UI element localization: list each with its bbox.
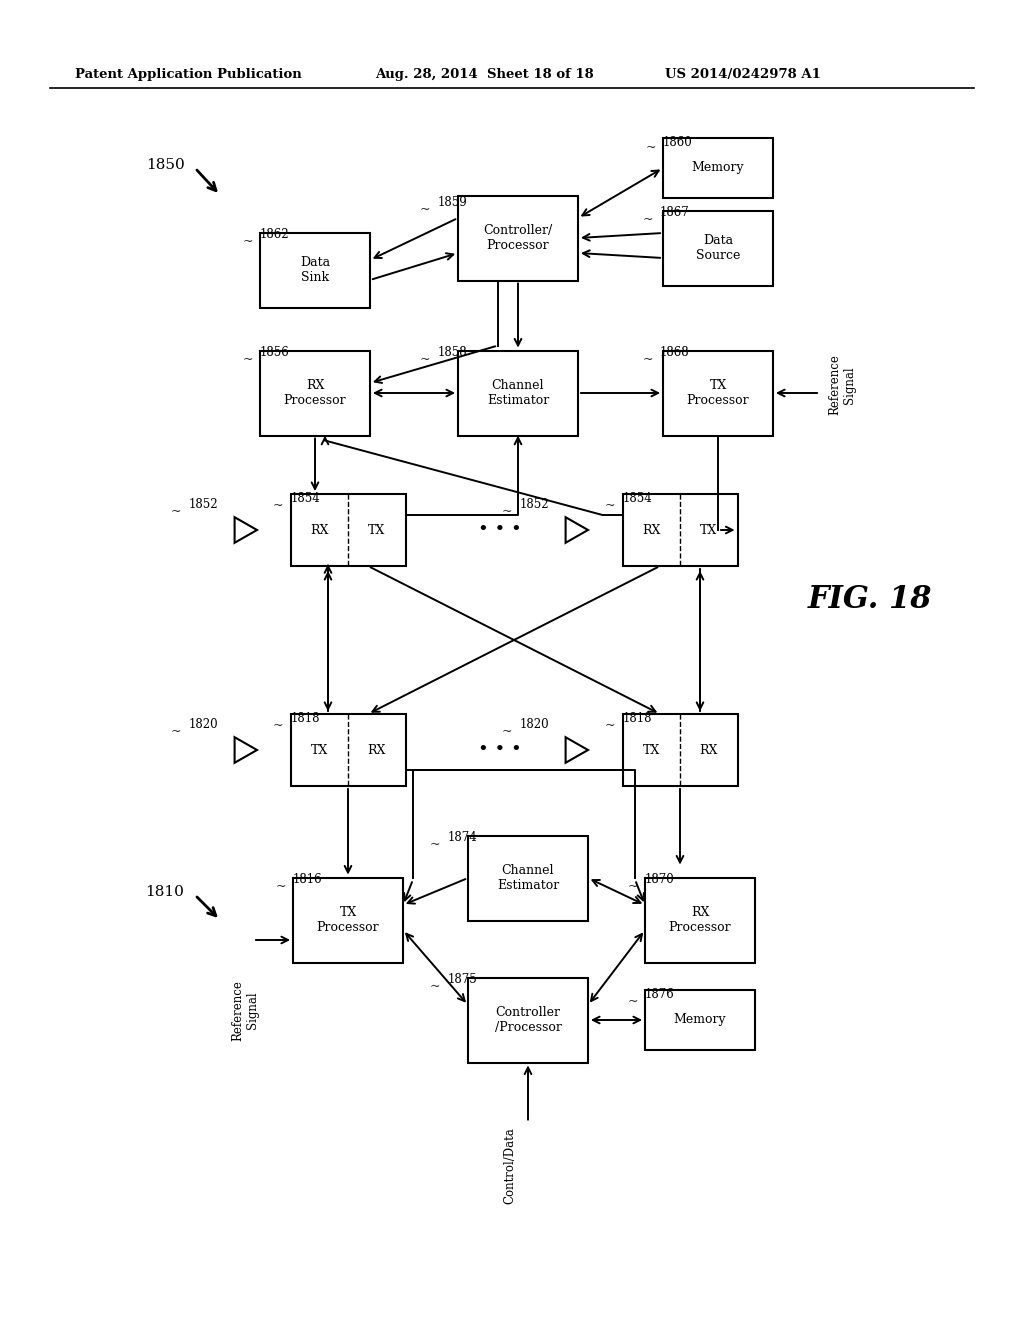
Text: Data
Source: Data Source	[696, 234, 740, 261]
Text: TX
Processor: TX Processor	[316, 906, 379, 935]
Text: RX: RX	[699, 743, 718, 756]
Text: 1810: 1810	[145, 884, 184, 899]
Text: 1870: 1870	[645, 873, 675, 886]
Text: 1820: 1820	[520, 718, 550, 731]
Text: 1854: 1854	[291, 492, 321, 506]
Bar	[291, 494, 406, 566]
Bar	[623, 714, 737, 785]
Text: 1862: 1862	[260, 228, 290, 242]
Text: 1860: 1860	[663, 136, 693, 149]
Text: 1875: 1875	[449, 973, 478, 986]
Text: TX: TX	[310, 743, 328, 756]
Text: Data
Sink: Data Sink	[300, 256, 330, 284]
Text: ~: ~	[642, 214, 653, 227]
Text: ~: ~	[420, 203, 430, 216]
Text: TX
Processor: TX Processor	[687, 379, 750, 407]
Text: • • •: • • •	[478, 741, 522, 759]
Text: ~: ~	[502, 726, 512, 738]
Text: ~: ~	[171, 726, 181, 738]
Text: Aug. 28, 2014  Sheet 18 of 18: Aug. 28, 2014 Sheet 18 of 18	[375, 69, 594, 81]
Text: 1852: 1852	[189, 498, 219, 511]
Text: Control/Data: Control/Data	[504, 1127, 516, 1204]
Text: Controller
/Processor: Controller /Processor	[495, 1006, 561, 1034]
Text: Memory: Memory	[674, 1014, 726, 1027]
Text: ~: ~	[420, 354, 430, 367]
Text: ~: ~	[272, 719, 283, 733]
Text: ~: ~	[604, 719, 615, 733]
Text: 1854: 1854	[623, 492, 652, 506]
Text: RX
Processor: RX Processor	[669, 906, 731, 935]
Text: Channel
Estimator: Channel Estimator	[486, 379, 549, 407]
Bar	[663, 351, 773, 436]
Bar	[645, 990, 755, 1049]
Bar	[260, 351, 370, 436]
Text: Memory: Memory	[691, 161, 744, 174]
Text: Channel
Estimator: Channel Estimator	[497, 865, 559, 892]
Text: 1858: 1858	[438, 346, 468, 359]
Bar	[623, 494, 737, 566]
Text: Reference
Signal: Reference Signal	[231, 979, 259, 1041]
Bar	[458, 195, 578, 281]
Text: TX: TX	[700, 524, 718, 536]
Text: Patent Application Publication: Patent Application Publication	[75, 69, 302, 81]
Text: 1850: 1850	[145, 158, 184, 172]
Text: ~: ~	[275, 880, 286, 894]
Text: 1868: 1868	[660, 346, 689, 359]
Text: ~: ~	[628, 995, 638, 1008]
Bar	[260, 232, 370, 308]
Bar	[663, 139, 773, 198]
Text: 1874: 1874	[449, 832, 478, 843]
Text: Reference
Signal: Reference Signal	[828, 355, 856, 416]
Text: RX: RX	[310, 524, 329, 536]
Text: 1856: 1856	[260, 346, 290, 359]
Text: ~: ~	[272, 499, 283, 512]
Text: ~: ~	[429, 838, 440, 851]
Text: TX: TX	[643, 743, 659, 756]
Text: ~: ~	[171, 506, 181, 519]
Bar	[291, 714, 406, 785]
Text: 1816: 1816	[293, 873, 323, 886]
Text: US 2014/0242978 A1: US 2014/0242978 A1	[665, 69, 821, 81]
Bar	[468, 978, 588, 1063]
Text: 1859: 1859	[438, 195, 468, 209]
Text: RX: RX	[642, 524, 660, 536]
Text: ~: ~	[628, 880, 638, 894]
Text: • • •: • • •	[478, 521, 522, 539]
Text: TX: TX	[368, 524, 385, 536]
Text: ~: ~	[604, 499, 615, 512]
Text: ~: ~	[502, 506, 512, 519]
Text: RX: RX	[368, 743, 386, 756]
Text: 1876: 1876	[645, 987, 675, 1001]
Text: 1820: 1820	[189, 718, 219, 731]
Text: ~: ~	[645, 141, 656, 154]
Text: RX
Processor: RX Processor	[284, 379, 346, 407]
Text: ~: ~	[243, 354, 253, 367]
Bar	[458, 351, 578, 436]
Text: FIG. 18: FIG. 18	[808, 585, 932, 615]
Text: Controller/
Processor: Controller/ Processor	[483, 224, 553, 252]
Bar	[293, 878, 403, 962]
Text: 1818: 1818	[291, 711, 321, 725]
Text: ~: ~	[429, 981, 440, 994]
Text: 1867: 1867	[660, 206, 690, 219]
Text: 1852: 1852	[520, 498, 550, 511]
Text: ~: ~	[642, 354, 653, 367]
Bar	[663, 210, 773, 285]
Text: ~: ~	[243, 235, 253, 248]
Bar	[468, 836, 588, 920]
Text: 1818: 1818	[623, 711, 652, 725]
Bar	[645, 878, 755, 962]
